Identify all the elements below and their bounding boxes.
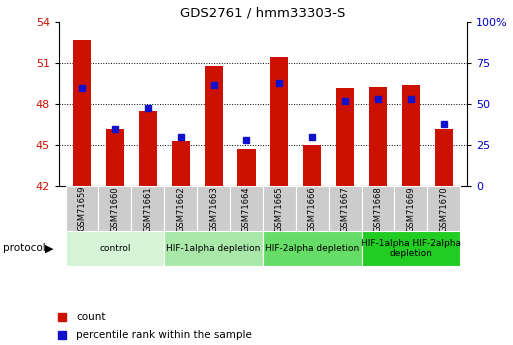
Bar <box>131 186 164 231</box>
Text: HIF-1alpha HIF-2alpha
depletion: HIF-1alpha HIF-2alpha depletion <box>361 239 461 258</box>
Bar <box>263 186 296 231</box>
Text: HIF-2alpha depletion: HIF-2alpha depletion <box>265 244 360 253</box>
Title: GDS2761 / hmm33303-S: GDS2761 / hmm33303-S <box>180 7 346 20</box>
Text: GSM71667: GSM71667 <box>341 186 350 231</box>
Bar <box>164 186 197 231</box>
Bar <box>435 129 453 186</box>
Bar <box>270 57 288 186</box>
Bar <box>197 186 230 231</box>
Bar <box>369 87 387 186</box>
Bar <box>66 186 98 231</box>
Bar <box>98 186 131 231</box>
Text: control: control <box>99 244 131 253</box>
Text: protocol: protocol <box>3 244 45 253</box>
Text: GSM71660: GSM71660 <box>110 186 120 231</box>
Bar <box>238 149 255 186</box>
Text: GSM71663: GSM71663 <box>209 186 218 231</box>
Text: GSM71664: GSM71664 <box>242 186 251 231</box>
Bar <box>172 141 190 186</box>
Bar <box>230 186 263 231</box>
Bar <box>164 231 263 266</box>
Bar <box>362 231 460 266</box>
Text: GSM71662: GSM71662 <box>176 186 185 231</box>
Bar <box>205 66 223 186</box>
Bar <box>73 40 91 186</box>
Text: HIF-1alpha depletion: HIF-1alpha depletion <box>166 244 261 253</box>
Bar <box>394 186 427 231</box>
Bar <box>427 186 460 231</box>
Text: GSM71669: GSM71669 <box>406 186 416 231</box>
Bar <box>303 145 321 186</box>
Text: GSM71668: GSM71668 <box>373 186 383 231</box>
Bar <box>263 231 362 266</box>
Text: GSM71661: GSM71661 <box>143 186 152 231</box>
Bar <box>362 186 394 231</box>
Text: GSM71659: GSM71659 <box>77 186 87 231</box>
Bar <box>296 186 329 231</box>
Text: ▶: ▶ <box>45 244 54 253</box>
Text: GSM71666: GSM71666 <box>308 186 317 231</box>
Bar <box>139 111 157 186</box>
Bar <box>402 85 420 186</box>
Bar <box>66 231 164 266</box>
Bar <box>329 186 362 231</box>
Text: GSM71670: GSM71670 <box>439 186 448 231</box>
Text: count: count <box>76 313 106 322</box>
Text: GSM71665: GSM71665 <box>275 186 284 231</box>
Bar <box>106 129 124 186</box>
Text: percentile rank within the sample: percentile rank within the sample <box>76 330 252 339</box>
Bar <box>336 88 354 186</box>
